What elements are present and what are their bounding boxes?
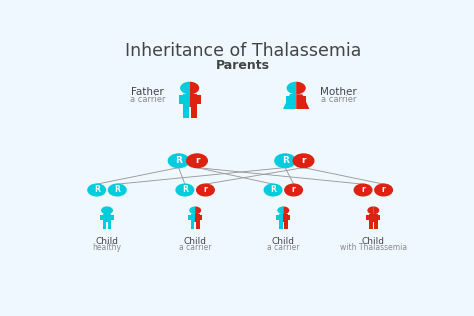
Circle shape <box>293 154 314 167</box>
Polygon shape <box>191 222 194 229</box>
Polygon shape <box>100 215 103 221</box>
Text: R: R <box>282 156 289 165</box>
Polygon shape <box>279 222 283 229</box>
Text: a carrier: a carrier <box>267 243 300 252</box>
Polygon shape <box>287 82 296 94</box>
Text: a carrier: a carrier <box>321 95 356 104</box>
Polygon shape <box>374 206 379 214</box>
Text: a carrier: a carrier <box>179 243 211 252</box>
Polygon shape <box>288 215 290 221</box>
Text: r: r <box>195 156 199 165</box>
Polygon shape <box>190 82 199 94</box>
Text: Parents: Parents <box>216 58 270 72</box>
Polygon shape <box>296 94 310 109</box>
Polygon shape <box>101 206 107 214</box>
Text: Mother: Mother <box>320 88 357 97</box>
Circle shape <box>375 184 392 196</box>
Polygon shape <box>190 94 197 107</box>
Polygon shape <box>180 82 190 94</box>
Polygon shape <box>378 215 380 221</box>
Polygon shape <box>108 222 111 229</box>
Polygon shape <box>195 214 200 222</box>
Text: R: R <box>182 185 188 194</box>
Circle shape <box>109 184 126 196</box>
Polygon shape <box>179 95 182 104</box>
Polygon shape <box>296 82 306 94</box>
Text: Child: Child <box>272 237 295 246</box>
Polygon shape <box>191 214 195 222</box>
Polygon shape <box>189 206 195 214</box>
Polygon shape <box>279 214 283 222</box>
Text: with Thalassemia: with Thalassemia <box>340 243 407 252</box>
Polygon shape <box>374 222 378 229</box>
Polygon shape <box>107 206 113 214</box>
Text: r: r <box>361 185 365 194</box>
Circle shape <box>197 184 214 196</box>
Circle shape <box>354 184 372 196</box>
Text: Inheritance of Thalassemia: Inheritance of Thalassemia <box>125 42 361 60</box>
Circle shape <box>168 154 189 167</box>
Text: r: r <box>203 185 207 194</box>
Text: R: R <box>94 185 100 194</box>
Polygon shape <box>366 215 369 221</box>
Circle shape <box>264 184 282 196</box>
Polygon shape <box>277 206 283 214</box>
Polygon shape <box>369 222 373 229</box>
Text: Child: Child <box>95 237 118 246</box>
Polygon shape <box>182 107 189 118</box>
Polygon shape <box>196 222 200 229</box>
Polygon shape <box>191 107 197 118</box>
Polygon shape <box>103 222 106 229</box>
Polygon shape <box>197 95 201 104</box>
Text: Child: Child <box>362 237 385 246</box>
Circle shape <box>176 184 194 196</box>
Polygon shape <box>195 206 201 214</box>
Polygon shape <box>369 214 374 222</box>
Polygon shape <box>103 214 107 222</box>
Polygon shape <box>283 214 288 222</box>
Text: R: R <box>175 156 182 165</box>
Polygon shape <box>182 94 190 107</box>
Polygon shape <box>107 214 111 222</box>
Text: R: R <box>114 185 120 194</box>
Circle shape <box>285 184 302 196</box>
Polygon shape <box>200 215 202 221</box>
Circle shape <box>88 184 106 196</box>
Text: r: r <box>292 185 295 194</box>
Polygon shape <box>111 215 114 221</box>
Polygon shape <box>302 96 307 104</box>
Polygon shape <box>284 222 288 229</box>
Text: Father: Father <box>131 88 164 97</box>
Polygon shape <box>367 206 374 214</box>
Text: R: R <box>270 185 276 194</box>
Circle shape <box>275 154 295 167</box>
Polygon shape <box>283 94 296 109</box>
Polygon shape <box>286 96 290 104</box>
Polygon shape <box>276 215 279 221</box>
Polygon shape <box>283 206 289 214</box>
Text: a carrier: a carrier <box>130 95 165 104</box>
Polygon shape <box>188 215 191 221</box>
Circle shape <box>187 154 207 167</box>
Text: r: r <box>301 156 306 165</box>
Text: Child: Child <box>183 237 207 246</box>
Text: r: r <box>382 185 385 194</box>
Polygon shape <box>374 214 378 222</box>
Text: healthy: healthy <box>92 243 121 252</box>
